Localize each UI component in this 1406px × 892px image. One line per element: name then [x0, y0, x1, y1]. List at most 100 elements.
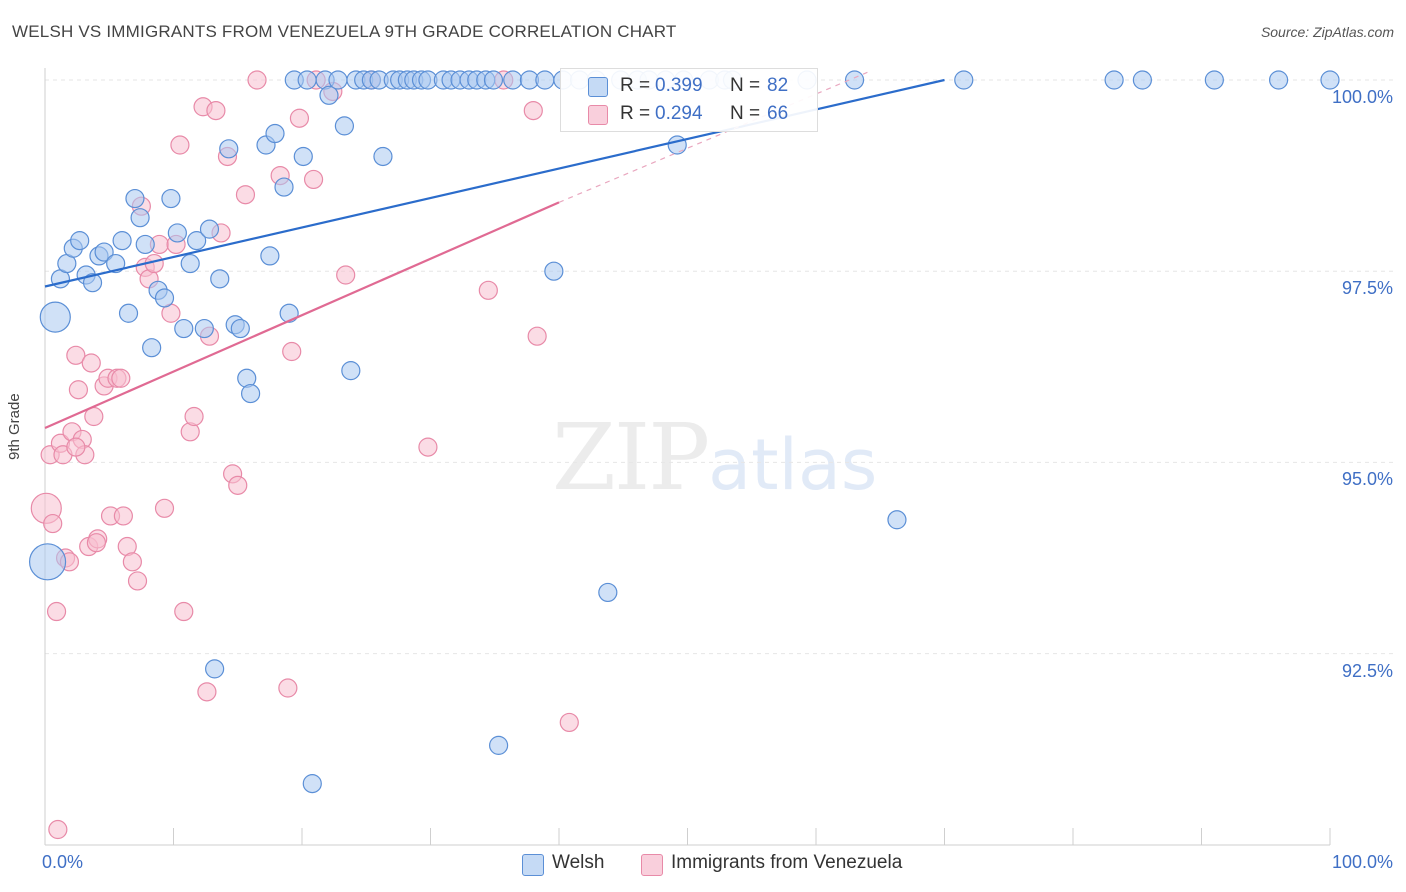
- welsh-point: [887, 510, 907, 530]
- welsh-point: [106, 253, 126, 274]
- welsh-point: [125, 188, 145, 209]
- welsh-point: [265, 123, 285, 144]
- x-tick-label: 100.0%: [1331, 852, 1393, 872]
- welsh-point: [598, 582, 618, 603]
- legend-swatch-venezuela: [641, 854, 663, 876]
- venezuela-point: [48, 819, 68, 840]
- legend-swatch-welsh: [588, 77, 608, 97]
- axes: [44, 68, 1331, 846]
- legend-swatch-venezuela: [588, 105, 608, 125]
- welsh-point: [112, 231, 132, 251]
- welsh-point: [1104, 70, 1124, 90]
- welsh-point: [954, 70, 974, 90]
- venezuela-point: [170, 135, 190, 155]
- grid-lines: [45, 79, 1395, 655]
- legend-label-welsh: Welsh: [552, 852, 605, 873]
- venezuela-point: [43, 513, 63, 534]
- welsh-point: [302, 774, 322, 794]
- legend-swatch-welsh: [522, 854, 544, 876]
- venezuela-point: [197, 682, 217, 702]
- welsh-point: [28, 543, 67, 581]
- welsh-point: [94, 242, 114, 262]
- welsh-point: [544, 261, 564, 281]
- watermark: ZIPatlas: [552, 404, 877, 511]
- welsh-point: [1132, 70, 1152, 90]
- venezuela-point: [527, 326, 547, 346]
- venezuela-point: [206, 100, 226, 121]
- venezuela-point: [174, 601, 194, 622]
- welsh-point: [205, 659, 225, 679]
- venezuela-point: [66, 345, 86, 365]
- legend-r-label: R =: [620, 75, 651, 96]
- welsh-point: [135, 234, 155, 255]
- venezuela-point: [111, 368, 131, 388]
- welsh-point: [118, 303, 139, 323]
- venezuela-point: [68, 380, 89, 400]
- welsh-point: [341, 361, 361, 381]
- legend-n-label: N =: [730, 75, 761, 96]
- venezuela-point: [235, 185, 256, 205]
- series-venezuela-points: [30, 70, 579, 840]
- welsh-point: [187, 231, 207, 251]
- welsh-point: [154, 288, 175, 308]
- legend-r-value: 0.399: [655, 75, 703, 96]
- venezuela-point: [86, 533, 107, 553]
- welsh-point: [334, 116, 355, 136]
- x-tick-label: 0.0%: [42, 852, 84, 872]
- welsh-point: [219, 139, 239, 159]
- venezuela-point: [127, 571, 148, 591]
- series-welsh-points: [28, 70, 1340, 794]
- venezuela-point: [154, 498, 175, 518]
- legend-n-label: N =: [730, 103, 761, 124]
- welsh-point: [82, 273, 103, 293]
- legend-r-label: R =: [620, 103, 651, 124]
- watermark-atlas: atlas: [708, 424, 878, 506]
- legend-box: R = 0.399 N = 82 R = 0.294 N = 66: [560, 68, 818, 132]
- welsh-point: [319, 85, 339, 105]
- welsh-point: [1204, 70, 1224, 90]
- welsh-point: [142, 338, 162, 358]
- venezuela-point: [282, 341, 302, 362]
- legend-label-venezuela: Immigrants from Venezuela: [671, 852, 903, 873]
- venezuela-point: [66, 437, 86, 457]
- welsh-point: [194, 318, 214, 339]
- welsh-point: [130, 208, 150, 228]
- venezuela-point: [336, 265, 356, 285]
- venezuela-point: [81, 353, 101, 373]
- welsh-point: [279, 303, 299, 323]
- chart-title: WELSH VS IMMIGRANTS FROM VENEZUELA 9TH G…: [12, 22, 677, 41]
- source-label: Source: ZipAtlas.com: [1260, 24, 1394, 40]
- welsh-point: [667, 135, 687, 155]
- welsh-point: [39, 301, 71, 333]
- welsh-point: [1320, 70, 1340, 90]
- y-tick-label: 95.0%: [1341, 469, 1393, 489]
- welsh-point: [161, 188, 181, 209]
- venezuela-point: [122, 552, 142, 572]
- venezuela-point: [278, 678, 298, 698]
- welsh-point: [297, 70, 317, 90]
- welsh-point: [489, 735, 509, 755]
- venezuela-point: [559, 712, 579, 733]
- legend-r-value: 0.294: [655, 103, 703, 124]
- venezuela-point: [46, 601, 67, 622]
- venezuela-point: [289, 108, 310, 128]
- welsh-point: [167, 223, 187, 243]
- welsh-point: [483, 70, 504, 90]
- welsh-point: [70, 231, 90, 251]
- welsh-point: [180, 253, 200, 274]
- welsh-point: [230, 318, 250, 339]
- legend-n-value: 82: [767, 75, 789, 96]
- venezuela-point: [228, 475, 248, 495]
- legend-row-welsh: R = 0.399 N = 82: [561, 72, 817, 100]
- welsh-point: [844, 70, 865, 90]
- legend-n-value: 66: [767, 103, 789, 124]
- y-tick-label: 92.5%: [1341, 661, 1393, 681]
- y-tick-label: 100.0%: [1331, 87, 1393, 107]
- welsh-point: [210, 269, 230, 289]
- welsh-point: [328, 70, 348, 90]
- legend-row-venezuela: R = 0.294 N = 66: [561, 100, 817, 128]
- venezuela-point: [184, 406, 204, 427]
- welsh-point: [199, 219, 220, 239]
- bottom-legend: Welsh Immigrants from Venezuela: [0, 852, 1406, 878]
